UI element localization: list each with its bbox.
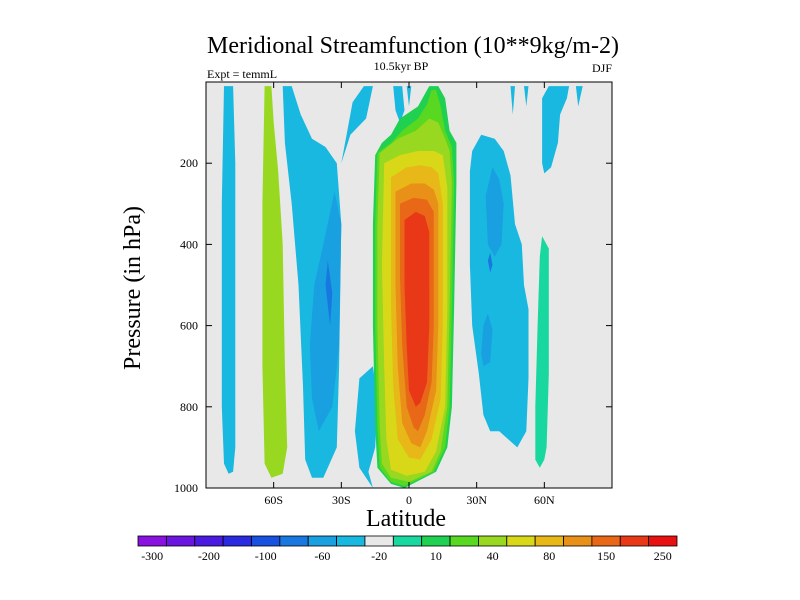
contour-cell-19 <box>487 252 493 273</box>
colorbar-label: 80 <box>543 549 555 563</box>
colorbar-label: 150 <box>597 549 615 563</box>
contour-cell-21 <box>535 236 549 468</box>
colorbar-swatch-5 <box>279 535 309 547</box>
x-tick-label: 30N <box>466 493 487 507</box>
contour-cells <box>221 86 583 488</box>
colorbar-swatch-6 <box>307 535 337 547</box>
colorbar-swatch-17 <box>619 535 650 547</box>
colorbar: -300 -200 -100 -60 -20 10 40 80 150 250 <box>137 535 678 563</box>
colorbar-swatch-11 <box>449 535 479 547</box>
contour-cell-20 <box>542 86 570 174</box>
colorbar-swatch-3 <box>222 535 252 547</box>
contour-cell-7 <box>354 366 378 488</box>
x-axis: 60S 30S 0 30N 60N <box>264 82 555 507</box>
contour-cell-16 <box>469 134 529 448</box>
colorbar-swatch-1 <box>165 535 196 547</box>
colorbar-swatch-16 <box>591 535 621 547</box>
colorbar-swatch-14 <box>534 535 564 547</box>
x-tick-label: 30S <box>332 493 351 507</box>
contour-cell-3 <box>309 191 342 432</box>
colorbar-label: -60 <box>314 549 330 563</box>
season-label: DJF <box>592 61 612 75</box>
colorbar-label: 250 <box>654 549 672 563</box>
contour-cell-24 <box>524 86 529 107</box>
contour-cell-15 <box>404 211 430 407</box>
colorbar-swatch-8 <box>364 535 394 547</box>
colorbar-swatch-9 <box>392 535 423 547</box>
colorbar-label: 40 <box>487 549 499 563</box>
contour-cell-1 <box>262 86 288 478</box>
x-axis-title: Latitude <box>366 506 446 532</box>
contour-cell-6 <box>393 86 405 123</box>
y-axis-title: Pressure (in hPa) <box>120 206 146 370</box>
y-tick-label: 200 <box>180 156 198 170</box>
y-tick-label: 1000 <box>174 481 198 495</box>
colorbar-swatch-2 <box>194 535 224 547</box>
contour-cell-18 <box>481 313 493 367</box>
contour-cell-5 <box>341 86 373 164</box>
y-tick-label: 400 <box>180 237 198 251</box>
y-tick-label: 800 <box>180 400 198 414</box>
colorbar-swatch-10 <box>421 535 451 547</box>
y-tick-label: 600 <box>180 319 198 333</box>
contour-cell-0 <box>221 86 236 474</box>
contour-cell-17 <box>485 167 504 257</box>
colorbar-swatch-7 <box>336 535 366 547</box>
colorbar-swatch-15 <box>563 535 593 547</box>
colorbar-swatch-13 <box>506 535 536 547</box>
contour-cell-23 <box>510 86 515 115</box>
experiment-label: Expt = temmL <box>207 67 277 81</box>
contour-cell-4 <box>325 260 333 326</box>
colorbar-label: -300 <box>141 549 163 563</box>
colorbar-label: -200 <box>198 549 220 563</box>
y-axis: 200 400 600 800 1000 <box>174 156 612 495</box>
colorbar-swatch-12 <box>478 535 508 547</box>
contour-cell-25 <box>575 86 583 107</box>
chart-title: Meridional Streamfunction (10**9kg/m-2) <box>207 33 619 59</box>
colorbar-swatch-18 <box>648 535 678 547</box>
colorbar-swatch-0 <box>137 535 167 547</box>
x-tick-label: 60N <box>534 493 555 507</box>
colorbar-swatch-4 <box>251 535 281 547</box>
colorbar-label: -100 <box>255 549 277 563</box>
colorbar-label: 10 <box>430 549 442 563</box>
chart-subtitle: 10.5kyr BP <box>374 59 429 73</box>
x-tick-label: 0 <box>406 493 412 507</box>
x-tick-label: 60S <box>264 493 283 507</box>
contour-cell-22 <box>406 86 412 107</box>
colorbar-label: -20 <box>371 549 387 563</box>
